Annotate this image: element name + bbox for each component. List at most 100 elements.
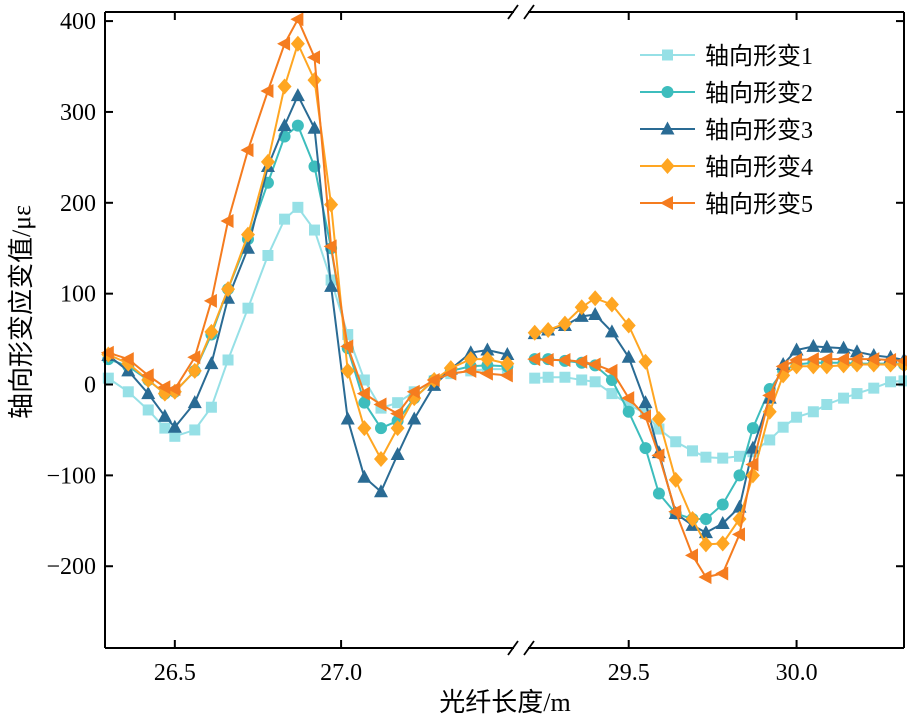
data-point [189,424,201,436]
legend-entry: 轴向形变4 [640,154,813,181]
data-point [746,422,759,435]
data-point [358,396,371,409]
legend-label: 轴向形变3 [705,117,813,144]
break-slash [523,4,535,20]
y-tick-label: −200 [46,554,96,580]
data-point [838,392,850,404]
data-point [670,436,682,448]
data-point [732,527,745,542]
legend-entry: 轴向形变5 [640,191,813,218]
legend: 轴向形变1 轴向形变2 轴向形变3 轴向形变4 轴向形变5 [640,43,813,218]
data-point [606,388,618,400]
data-point [406,384,420,399]
data-point [221,281,236,298]
data-point [542,371,554,383]
data-point [479,366,493,381]
data-point [715,566,729,581]
data-point [290,35,305,52]
data-point [222,354,234,366]
legend-marker [660,196,673,210]
data-point [527,352,541,367]
data-point [621,391,635,406]
axis-break-marker [507,640,535,656]
data-point [623,399,635,411]
data-point [499,368,513,383]
data-point [559,371,571,383]
data-point [685,548,698,563]
data-point [621,349,636,363]
data-point [187,395,202,409]
data-point [390,406,404,421]
y-tick-label: 400 [60,9,96,35]
y-tick-label: 300 [60,100,96,126]
legend-entry: 轴向形变3 [640,117,813,144]
data-point [205,401,217,413]
data-point [699,512,712,525]
break-slash [507,640,519,656]
data-point [527,324,542,341]
data-point [240,226,255,243]
data-point [204,323,219,340]
x-tick-label: 29.5 [608,660,650,686]
data-point [734,450,745,462]
legend-label: 轴向形变5 [705,191,813,218]
data-point [277,36,291,51]
data-point [141,386,156,400]
data-point [653,423,665,435]
data-point [392,397,404,409]
data-point [373,397,387,412]
data-point [589,376,601,388]
data-point [898,375,907,387]
data-point [358,374,370,386]
data-point [480,342,495,356]
data-point [638,353,653,370]
axis-break-marker [507,4,535,20]
y-tick-label: 0 [84,373,96,399]
data-point [262,249,274,261]
data-point [574,299,589,316]
data-point [557,352,571,367]
data-point [142,404,154,416]
data-point [836,340,851,354]
x-axis-label: 光纤长度/m [439,688,570,717]
data-point [652,487,665,500]
data-point [187,362,202,379]
data-point [306,50,320,65]
data-point [120,352,134,367]
data-point [342,329,354,341]
data-point [807,406,819,418]
data-point [308,224,320,236]
data-point [604,296,619,313]
data-point [806,338,821,352]
series-4 [101,35,907,553]
data-point [805,352,819,367]
data-point [698,570,712,585]
data-point [167,382,181,397]
data-point [357,469,372,483]
data-point [443,366,457,381]
data-point [789,342,804,356]
series-5-line [107,17,508,415]
data-point [279,213,291,225]
data-point [390,446,405,460]
data-point [529,372,541,384]
data-point [851,388,863,400]
data-point [540,352,554,367]
data-point [463,351,478,368]
data-point [290,88,305,102]
y-axis-label: 轴向形变应变值/με [7,205,36,419]
data-point [357,420,372,437]
data-point [292,201,304,213]
data-point [685,510,700,527]
legend-entry: 轴向形变2 [640,80,813,107]
legend-marker [661,86,674,98]
data-point [638,409,651,424]
data-point [866,352,880,367]
data-point [819,339,834,353]
data-point [716,498,729,511]
data-point [541,322,556,338]
data-point [745,457,759,472]
x-tick-label: 26.5 [154,660,196,686]
data-point [819,352,833,367]
